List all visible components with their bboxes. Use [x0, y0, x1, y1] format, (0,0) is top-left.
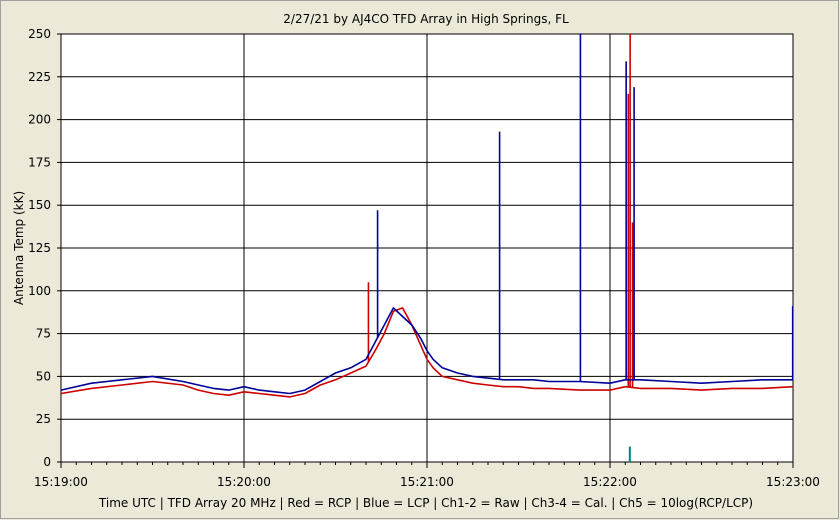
x-tick-label: 15:21:00 — [400, 475, 454, 489]
series-line-lcp — [60, 307, 793, 395]
y-tick-label: 0 — [43, 455, 51, 469]
y-tick-label: 175 — [28, 155, 51, 169]
y-tick-label: 100 — [28, 284, 51, 298]
x-tick-label: 15:22:00 — [583, 475, 637, 489]
x-tick-label: 15:20:00 — [217, 475, 271, 489]
ticks: 0 25 50 75 100 125 150 175 200 225 250 15:19:00 15:2… — [28, 27, 820, 489]
y-axis-label: Antenna Temp (kK) — [12, 191, 26, 305]
chart-title: 2/27/21 by AJ4CO TFD Array in High Sprin… — [283, 12, 569, 26]
x-tick-label: 15:23:00 — [766, 475, 820, 489]
y-tick-label: 50 — [36, 369, 51, 383]
y-tick-label: 150 — [28, 198, 51, 212]
x-tick-label: 15:19:00 — [34, 475, 88, 489]
grid — [61, 34, 793, 462]
y-tick-label: 250 — [28, 27, 51, 41]
series-line-rcp — [60, 307, 794, 398]
y-tick-label: 25 — [36, 412, 51, 426]
y-tick-label: 125 — [28, 241, 51, 255]
y-tick-label: 75 — [36, 327, 51, 341]
series-layer — [60, 34, 794, 462]
y-tick-label: 225 — [28, 70, 51, 84]
footer-caption: Time UTC | TFD Array 20 MHz | Red = RCP … — [98, 496, 753, 510]
y-tick-label: 200 — [28, 113, 51, 127]
